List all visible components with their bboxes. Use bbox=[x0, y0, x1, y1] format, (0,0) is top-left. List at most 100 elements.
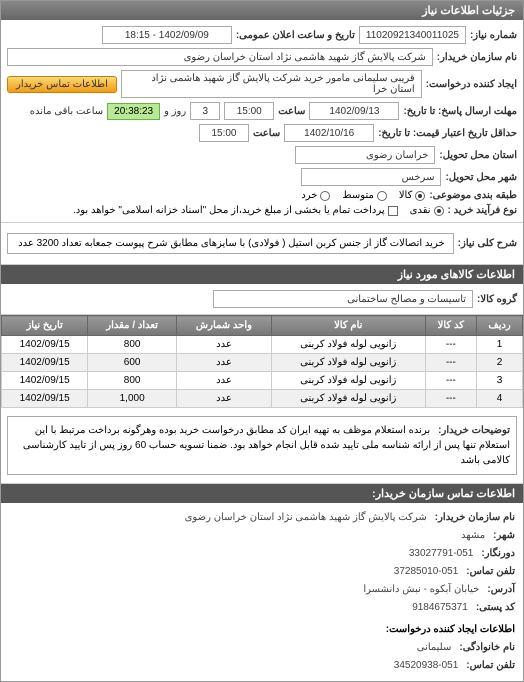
radio-cash[interactable] bbox=[434, 206, 444, 216]
c-tel-label: تلفن تماس: bbox=[466, 564, 515, 580]
table-cell: 1402/09/15 bbox=[2, 354, 88, 372]
radio-all[interactable] bbox=[415, 191, 425, 201]
desc-label: توضیحات خریدار: bbox=[438, 423, 510, 438]
table-cell: --- bbox=[425, 354, 477, 372]
buyer-org-label: نام سازمان خریدار: bbox=[437, 52, 517, 63]
c-post-label: کد پستی: bbox=[476, 600, 515, 616]
table-cell: --- bbox=[425, 336, 477, 354]
table-row: 4---زانویی لوله فولاد کربنیعدد1,0001402/… bbox=[2, 390, 523, 408]
need-section: شرح کلی نیاز: خرید اتصالات گاز از جنس کر… bbox=[1, 223, 523, 265]
city-label: شهر محل تحویل: bbox=[445, 172, 517, 183]
checkbox-treasury[interactable] bbox=[388, 206, 398, 216]
city-field: سرخس bbox=[301, 168, 441, 186]
th-name: نام کالا bbox=[271, 316, 425, 336]
top-section: شماره نیاز: 11020921340011025 تاریخ و سا… bbox=[1, 20, 523, 223]
pay-opt2-label: پرداخت تمام یا بخشی از مبلغ خرید،از محل … bbox=[73, 205, 385, 216]
time-label-1: ساعت bbox=[278, 106, 305, 117]
contact-section: نام سازمان خریدار: شرکت پالایش گاز شهید ه… bbox=[1, 503, 523, 681]
table-cell: 1 bbox=[477, 336, 523, 354]
desc-box: توضیحات خریدار: برنده استعلام موظف به ته… bbox=[7, 416, 517, 475]
c-family: سلیمانی bbox=[417, 640, 452, 656]
c-fax: 33027791-051 bbox=[409, 546, 474, 562]
table-cell: 1402/09/15 bbox=[2, 372, 88, 390]
need-title-label: شرح کلی نیاز: bbox=[458, 238, 517, 249]
th-date: تاریخ نیاز bbox=[2, 316, 88, 336]
c-post: 9184675371 bbox=[412, 600, 468, 616]
days-field: 3 bbox=[190, 102, 220, 120]
table-cell: --- bbox=[425, 390, 477, 408]
main-container: جزئیات اطلاعات نیاز شماره نیاز: 11020921… bbox=[0, 0, 524, 682]
table-cell: 1402/09/15 bbox=[2, 336, 88, 354]
request-no-label: شماره نیاز: bbox=[470, 30, 517, 41]
desc-section: توضیحات خریدار: برنده استعلام موظف به ته… bbox=[1, 408, 523, 484]
th-qty: تعداد / مقدار bbox=[88, 316, 177, 336]
creator-section-label: اطلاعات ایجاد کننده درخواست: bbox=[386, 622, 515, 638]
table-cell: زانویی لوله فولاد کربنی bbox=[271, 336, 425, 354]
c-fax-label: دورنگار: bbox=[481, 546, 515, 562]
need-title-field: خرید اتصالات گاز از جنس کربن استیل ( فول… bbox=[7, 233, 454, 254]
table-cell: --- bbox=[425, 372, 477, 390]
group-label: گروه کالا: bbox=[477, 294, 517, 305]
pkg-all-label: کالا bbox=[399, 190, 413, 201]
deadline-time-field: 15:00 bbox=[224, 102, 274, 120]
province-field: خراسان رضوی bbox=[295, 146, 435, 164]
buyer-org-field: شرکت پالایش گاز شهید هاشمی نژاد استان خر… bbox=[7, 48, 433, 66]
goods-section-title: اطلاعات کالاهای مورد نیاز bbox=[1, 265, 523, 284]
province-label: استان محل تحویل: bbox=[439, 150, 517, 161]
desc-text: برنده استعلام موظف به تهیه ایران کد مطاب… bbox=[23, 425, 510, 466]
th-code: کد کالا bbox=[425, 316, 477, 336]
creator-label: ایجاد کننده درخواست: bbox=[426, 79, 517, 90]
table-cell: عدد bbox=[176, 354, 271, 372]
pkg-small-label: خرد bbox=[301, 190, 317, 201]
table-row: 2---زانویی لوله فولاد کربنیعدد6001402/09… bbox=[2, 354, 523, 372]
th-unit: واحد شمارش bbox=[176, 316, 271, 336]
table-row: 1---زانویی لوله فولاد کربنیعدد8001402/09… bbox=[2, 336, 523, 354]
c-org-label: نام سازمان خریدار: bbox=[435, 510, 515, 526]
goods-table: ردیف کد کالا نام کالا واحد شمارش تعداد /… bbox=[1, 315, 523, 408]
request-no-field: 11020921340011025 bbox=[359, 26, 466, 44]
goods-section: گروه کالا: تاسیسات و مصالح ساختمانی bbox=[1, 284, 523, 315]
c-org: شرکت پالایش گاز شهید هاشمی نژاد استان خر… bbox=[185, 510, 427, 526]
table-cell: زانویی لوله فولاد کربنی bbox=[271, 354, 425, 372]
announce-label: تاریخ و ساعت اعلان عمومی: bbox=[236, 30, 355, 41]
table-row: 3---زانویی لوله فولاد کربنیعدد8001402/09… bbox=[2, 372, 523, 390]
deadline-date-field: 1402/09/13 bbox=[309, 102, 399, 120]
payment-radio-group: نقدی پرداخت تمام یا بخشی از مبلغ خرید،از… bbox=[73, 205, 444, 216]
table-cell: 800 bbox=[88, 372, 177, 390]
validity-label: حداقل تاریخ اعتبار قیمت: تا تاریخ: bbox=[378, 128, 517, 139]
contact-info-button[interactable]: اطلاعات تماس خریدار bbox=[7, 76, 117, 93]
table-cell: 2 bbox=[477, 354, 523, 372]
th-row: ردیف bbox=[477, 316, 523, 336]
radio-small[interactable] bbox=[320, 191, 330, 201]
radio-mid[interactable] bbox=[377, 191, 387, 201]
contact-section-title: اطلاعات تماس سازمان خریدار: bbox=[1, 484, 523, 503]
remaining-time-field: 20:38:23 bbox=[107, 103, 160, 120]
pay-opt1-label: نقدی bbox=[410, 205, 431, 216]
creator-field: قریبی سلیمانی مامور خرید شرکت پالایش گاز… bbox=[121, 70, 422, 98]
c-ctel-label: تلفن تماس: bbox=[466, 658, 515, 674]
validity-date-field: 1402/10/16 bbox=[284, 124, 374, 142]
c-addr-label: آدرس: bbox=[487, 582, 515, 598]
c-family-label: نام خانوادگی: bbox=[459, 640, 515, 656]
table-cell: عدد bbox=[176, 372, 271, 390]
deadline-label: مهلت ارسال پاسخ: تا تاریخ: bbox=[403, 106, 517, 117]
announce-field: 1402/09/09 - 18:15 bbox=[102, 26, 232, 44]
table-cell: 800 bbox=[88, 336, 177, 354]
table-cell: 4 bbox=[477, 390, 523, 408]
table-cell: عدد bbox=[176, 336, 271, 354]
pkg-mid-label: متوسط bbox=[342, 190, 373, 201]
c-ctel: 34520938-051 bbox=[394, 658, 459, 674]
remaining-label: ساعت باقی مانده bbox=[30, 106, 103, 117]
table-cell: زانویی لوله فولاد کربنی bbox=[271, 390, 425, 408]
c-tel: 37285010-051 bbox=[394, 564, 459, 580]
c-addr: خیابان آبکوه - نبش دانشسرا bbox=[363, 582, 479, 598]
package-label: طبقه بندی موضوعی: bbox=[429, 190, 517, 201]
payment-label: نوع فرآیند خرید : bbox=[448, 205, 517, 216]
c-city: مشهد bbox=[461, 528, 485, 544]
table-cell: عدد bbox=[176, 390, 271, 408]
table-cell: 1402/09/15 bbox=[2, 390, 88, 408]
table-cell: 1,000 bbox=[88, 390, 177, 408]
table-cell: 600 bbox=[88, 354, 177, 372]
table-cell: زانویی لوله فولاد کربنی bbox=[271, 372, 425, 390]
days-label: روز و bbox=[164, 106, 186, 117]
